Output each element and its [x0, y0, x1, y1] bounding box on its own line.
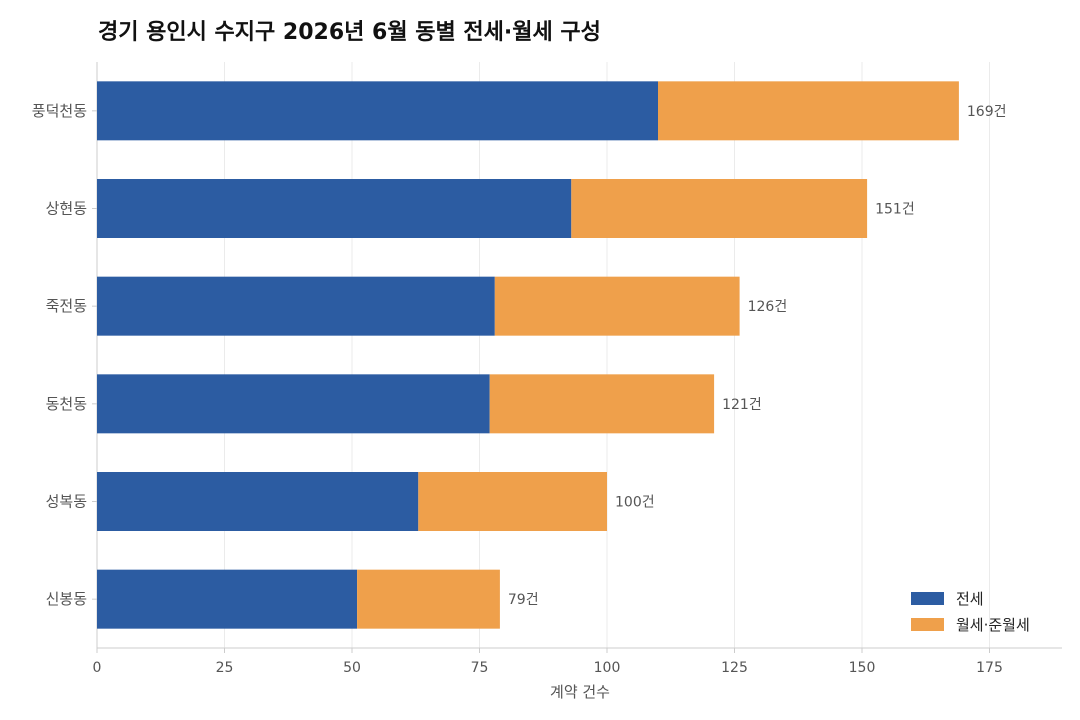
chart-title: 경기 용인시 수지구 2026년 6월 동별 전세·월세 구성 [98, 20, 601, 45]
total-data-label: 121건 [722, 397, 762, 413]
x-tick-label: 25 [216, 660, 234, 676]
bar-jeonse [97, 81, 658, 141]
x-tick-label: 125 [721, 660, 748, 676]
category-label: 성복동 [46, 493, 88, 511]
x-tick-label: 75 [471, 660, 489, 676]
total-data-label: 151건 [875, 202, 915, 218]
bar-jeonse [97, 276, 495, 336]
bar-jeonse [97, 472, 419, 531]
x-tick-label: 100 [594, 660, 621, 676]
category-label: 죽전동 [46, 297, 88, 315]
bar-wolse [494, 276, 740, 336]
category-label: 풍덕천동 [32, 102, 87, 120]
total-data-label: 79건 [508, 592, 539, 608]
axes [96, 62, 1062, 649]
x-tick-label: 50 [343, 660, 361, 676]
total-data-label: 169건 [967, 104, 1007, 120]
bars [97, 81, 959, 629]
bar-wolse [658, 81, 959, 141]
legend: 전세 월세·준월세 [911, 590, 1030, 634]
bar-jeonse [97, 374, 490, 434]
total-data-label: 100건 [615, 495, 655, 511]
category-label: 신봉동 [46, 590, 88, 608]
bar-jeonse [97, 179, 572, 238]
legend-label-wolse: 월세·준월세 [956, 616, 1030, 634]
bar-wolse [571, 179, 868, 238]
x-tick-label: 0 [93, 660, 102, 676]
x-axis-title: 계약 건수 [550, 683, 610, 701]
x-tick-label: 175 [976, 660, 1003, 676]
x-tick-label: 150 [849, 660, 876, 676]
grid-lines [92, 62, 990, 653]
category-label: 상현동 [46, 200, 88, 218]
bar-wolse [357, 569, 500, 629]
category-label: 동천동 [46, 395, 88, 413]
legend-swatch-jeonse [911, 592, 944, 605]
legend-swatch-wolse [911, 618, 944, 631]
legend-label-jeonse: 전세 [956, 590, 984, 608]
bar-jeonse [97, 569, 358, 629]
bar-wolse [418, 472, 607, 531]
total-data-label: 126건 [748, 299, 788, 315]
bar-wolse [489, 374, 715, 434]
